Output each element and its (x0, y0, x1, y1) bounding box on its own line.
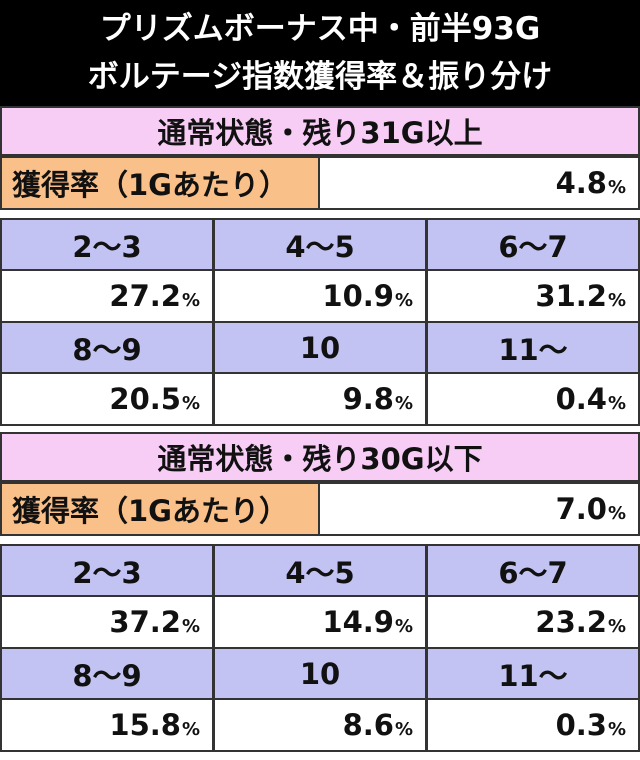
range-label: 8〜9 (0, 647, 214, 700)
title-line: ボルテージ指数獲得率＆振り分け (87, 59, 553, 95)
value: 0.4 (555, 382, 607, 416)
unit: % (394, 615, 413, 637)
value-cell: 0.4% (426, 372, 640, 426)
range-label-text: 10 (299, 330, 341, 365)
unit: % (607, 502, 626, 524)
value-cell: 23.2% (426, 595, 640, 649)
section-title-text: 通常状態・残り30G以下 (157, 442, 483, 476)
value: 9.8 (342, 382, 394, 416)
value-cell: 9.8% (213, 372, 427, 426)
value: 27.2 (109, 279, 181, 313)
value-cell: 14.9% (213, 595, 427, 649)
value-cell: 10.9% (213, 269, 427, 323)
section-title: 通常状態・残り31G以上 (0, 106, 640, 156)
range-label: 4〜5 (213, 218, 427, 271)
title-line: プリズムボーナス中・前半93G (99, 11, 541, 47)
value-cell: 27.2% (0, 269, 214, 323)
unit: % (181, 289, 200, 311)
value: 7.0 (555, 492, 607, 526)
unit: % (394, 289, 413, 311)
unit: % (607, 392, 626, 414)
value: 4.8 (555, 166, 607, 200)
range-label-text: 6〜7 (498, 229, 568, 264)
range-label: 4〜5 (213, 544, 427, 597)
value-cell: 7.0% (318, 482, 640, 536)
value: 23.2 (535, 605, 607, 639)
unit: % (607, 718, 626, 740)
value: 20.5 (109, 382, 181, 416)
range-label: 10 (213, 647, 427, 700)
range-label-text: 6〜7 (498, 555, 568, 590)
value-cell: 0.3% (426, 698, 640, 752)
value-cell: 15.8% (0, 698, 214, 752)
range-label-text: 11〜 (498, 332, 568, 367)
value: 31.2 (535, 279, 607, 313)
unit: % (607, 289, 626, 311)
range-label: 6〜7 (426, 544, 640, 597)
range-label-text: 2〜3 (72, 555, 142, 590)
value-cell: 37.2% (0, 595, 214, 649)
value: 10.9 (322, 279, 394, 313)
rate-label: 獲得率（1Gあたり） (0, 482, 320, 536)
range-label: 10 (213, 321, 427, 374)
unit: % (394, 718, 413, 740)
range-label: 2〜3 (0, 218, 214, 271)
range-label-text: 4〜5 (285, 555, 355, 590)
unit: % (181, 718, 200, 740)
value: 0.3 (555, 708, 607, 742)
rate-label: 獲得率（1Gあたり） (0, 156, 320, 210)
section-title: 通常状態・残り30G以下 (0, 432, 640, 482)
value: 8.6 (342, 708, 394, 742)
range-label: 2〜3 (0, 544, 214, 597)
unit: % (607, 615, 626, 637)
header: プリズムボーナス中・前半93G ボルテージ指数獲得率＆振り分け (0, 0, 640, 106)
range-label-text: 11〜 (498, 658, 568, 693)
rate-label-text: 獲得率（1Gあたり） (12, 494, 288, 528)
range-label: 6〜7 (426, 218, 640, 271)
range-label-text: 4〜5 (285, 229, 355, 264)
section-title-text: 通常状態・残り31G以上 (157, 116, 483, 150)
unit: % (181, 392, 200, 414)
unit: % (607, 176, 626, 198)
value-cell: 8.6% (213, 698, 427, 752)
rate-label-text: 獲得率（1Gあたり） (12, 168, 288, 202)
range-label: 11〜 (426, 647, 640, 700)
value: 15.8 (109, 708, 181, 742)
value: 14.9 (322, 605, 394, 639)
range-label: 11〜 (426, 321, 640, 374)
range-label-text: 8〜9 (72, 658, 142, 693)
value-cell: 31.2% (426, 269, 640, 323)
range-label-text: 8〜9 (72, 332, 142, 367)
value-cell: 20.5% (0, 372, 214, 426)
unit: % (181, 615, 200, 637)
range-label: 8〜9 (0, 321, 214, 374)
unit: % (394, 392, 413, 414)
value: 37.2 (109, 605, 181, 639)
range-label-text: 10 (299, 656, 341, 691)
range-label-text: 2〜3 (72, 229, 142, 264)
value-cell: 4.8% (318, 156, 640, 210)
